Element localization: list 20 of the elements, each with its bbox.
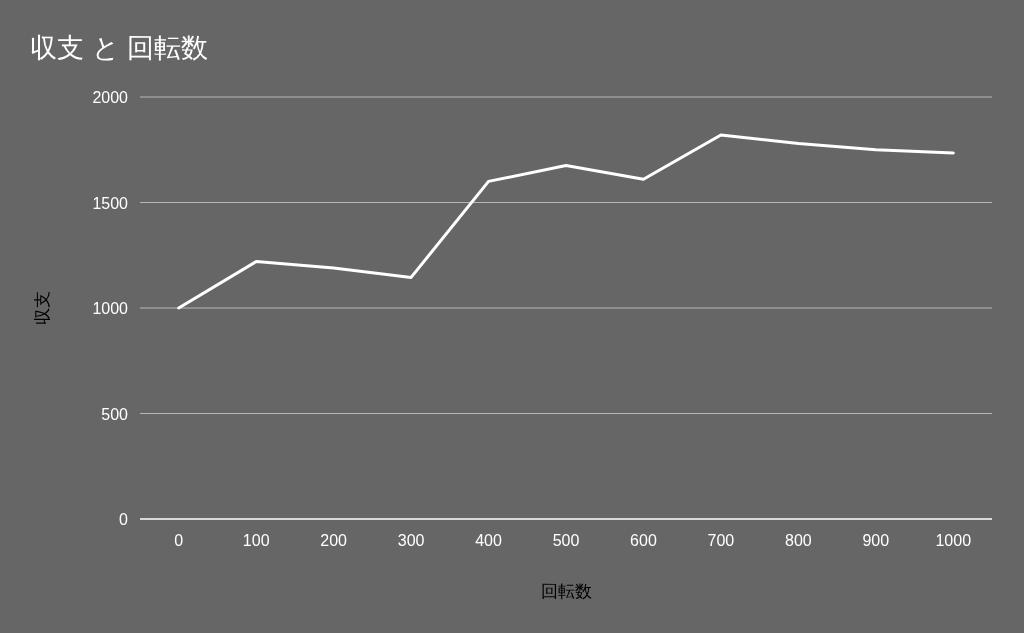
x-tick-label: 800 <box>785 532 812 549</box>
x-tick-label: 500 <box>552 532 580 549</box>
chart-title: 収支 と 回転数 <box>30 33 209 63</box>
y-tick-label: 1000 <box>92 300 129 317</box>
x-tick-label: 900 <box>862 532 890 549</box>
x-tick-label: 600 <box>630 532 657 549</box>
x-tick-label: 100 <box>242 532 270 549</box>
x-tick-label: 200 <box>320 532 348 549</box>
x-tick-label: 400 <box>475 532 502 549</box>
line-series <box>177 133 955 310</box>
y-tick-label: 0 <box>119 511 129 528</box>
y-tick-label: 500 <box>101 405 129 423</box>
x-tick-label: 300 <box>397 532 425 549</box>
x-axis-title: 回転数 <box>540 582 592 601</box>
x-tick-label: 1000 <box>935 532 972 549</box>
x-tick-label: 700 <box>707 532 735 549</box>
y-tick-label: 2000 <box>92 89 129 106</box>
y-tick-label: 1500 <box>92 194 129 212</box>
x-tick-label: 0 <box>174 532 184 549</box>
y-axis-title: 収支 <box>33 291 52 325</box>
